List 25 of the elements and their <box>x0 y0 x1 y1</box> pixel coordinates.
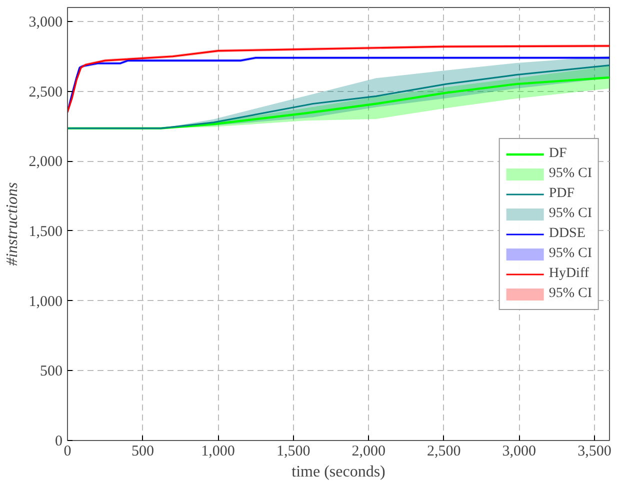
x-axis-title: time (seconds) <box>292 464 386 480</box>
line-series <box>68 76 610 130</box>
y-tick-label: 2,500 <box>28 84 62 100</box>
annotation: 95% CI <box>548 204 592 222</box>
x-tick-label: 3,500 <box>578 444 612 460</box>
y-tick-label: 1,000 <box>28 294 62 310</box>
annotation: 95% CI <box>548 244 592 262</box>
legend-label: HyDiff <box>548 264 590 282</box>
x-tick-label: 1,000 <box>201 444 235 460</box>
y-tick-label: 1,500 <box>28 224 62 240</box>
y-tick-label: 2,000 <box>28 154 62 170</box>
y-axis-title: #instructions <box>4 182 21 266</box>
x-tick-label: 1,500 <box>276 444 310 460</box>
legend-label: DF <box>548 144 568 162</box>
legend-label: DDSE <box>548 224 586 242</box>
legend-label: PDF <box>548 184 575 202</box>
x-tick-label: 3,000 <box>502 444 536 460</box>
x-tick-label: 2,500 <box>427 444 461 460</box>
x-tick-label: 500 <box>132 444 154 460</box>
annotation: 95% CI <box>548 284 592 302</box>
annotation: 95% CI <box>548 164 592 182</box>
y-tick-label: 0 <box>55 434 62 450</box>
y-tick-label: 500 <box>40 364 62 380</box>
y-tick-label: 3,000 <box>28 14 62 30</box>
x-tick-label: 2,000 <box>352 444 386 460</box>
